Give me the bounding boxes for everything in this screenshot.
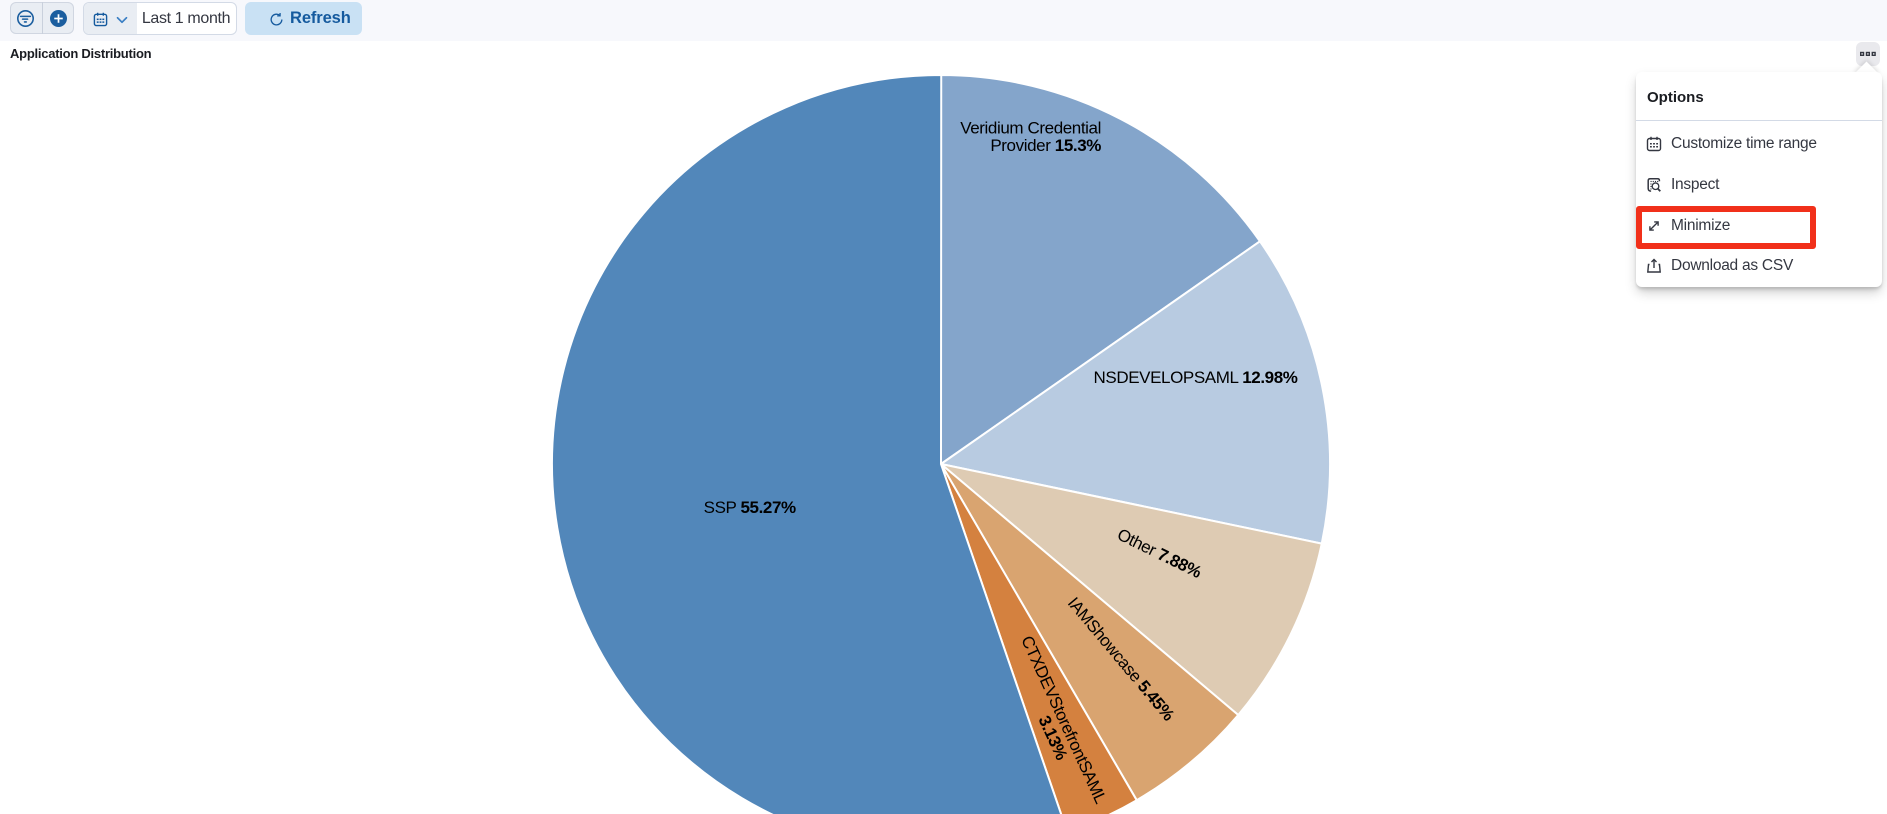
svg-text:NSDEVELOPSAML 12.98%: NSDEVELOPSAML 12.98% bbox=[1094, 368, 1298, 387]
svg-text:Provider 15.3%: Provider 15.3% bbox=[990, 136, 1101, 155]
svg-text:Veridium Credential: Veridium Credential bbox=[960, 119, 1101, 138]
svg-text:SSP 55.27%: SSP 55.27% bbox=[704, 498, 796, 517]
